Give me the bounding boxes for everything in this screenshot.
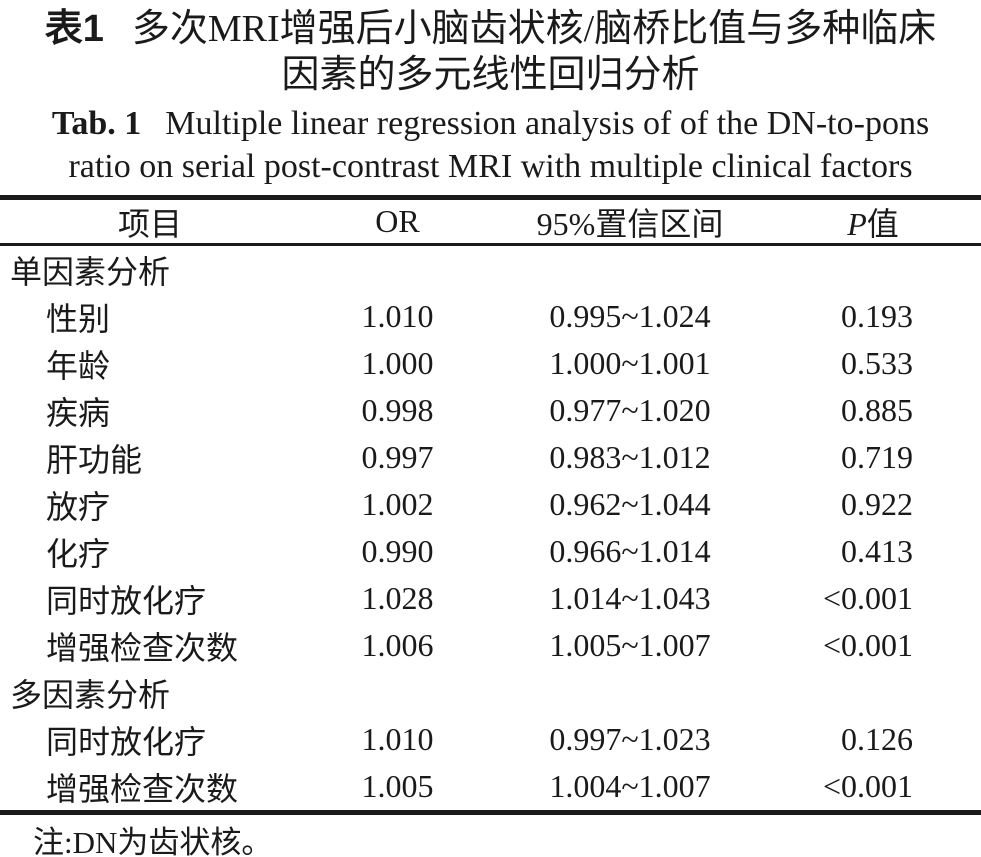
- table-header-row: 项目 OR 95%置信区间 P值: [0, 200, 981, 243]
- cell-or: 1.028: [361, 580, 434, 616]
- cell-ci: 0.962~1.044: [549, 486, 711, 522]
- cell-ci: 1.004~1.007: [549, 768, 711, 804]
- title-en-line2: ratio on serial post-contrast MRI with m…: [68, 148, 913, 185]
- table-row: 年龄 1.000 1.000~1.001 0.533: [0, 340, 981, 387]
- table-row: 性别 1.010 0.995~1.024 0.193: [0, 293, 981, 340]
- row-label: 增强检查次数: [46, 629, 239, 666]
- row-label: 多因素分析: [10, 676, 171, 713]
- row-label: 放疗: [46, 488, 111, 525]
- cell-ci: 1.005~1.007: [549, 627, 711, 663]
- table-row: 增强检查次数 1.005 1.004~1.007 <0.001: [0, 763, 981, 810]
- table-row: 放疗 1.002 0.962~1.044 0.922: [0, 481, 981, 528]
- table-row: 增强检查次数 1.006 1.005~1.007 <0.001: [0, 622, 981, 669]
- table-row-section-univariate: 单因素分析: [0, 246, 981, 293]
- cell-ci: 0.997~1.023: [549, 721, 711, 757]
- cell-p: <0.001: [822, 768, 913, 804]
- cell-p: 0.413: [841, 533, 913, 569]
- cell-ci: 0.966~1.014: [549, 533, 711, 569]
- cell-or: 1.010: [361, 298, 434, 334]
- table-footnote: 注:DN为齿状核。: [33, 825, 273, 857]
- table-row: 肝功能 0.997 0.983~1.012 0.719: [0, 434, 981, 481]
- row-label: 单因素分析: [10, 253, 171, 290]
- column-header-p: P值: [765, 199, 981, 245]
- row-label: 同时放化疗: [46, 723, 207, 760]
- column-header-item: 项目: [117, 205, 182, 242]
- table-row: 疾病 0.998 0.977~1.020 0.885: [0, 387, 981, 434]
- cell-p: 0.885: [841, 392, 913, 428]
- cell-p: <0.001: [822, 627, 913, 663]
- cell-ci: 1.014~1.043: [549, 580, 711, 616]
- row-label: 疾病: [46, 394, 111, 431]
- cell-p: <0.001: [822, 580, 913, 616]
- p-suffix: 值: [866, 205, 899, 242]
- table-bottom-rule: [0, 810, 981, 815]
- row-label: 增强检查次数: [46, 770, 239, 807]
- cell-ci: 1.000~1.001: [549, 345, 711, 381]
- table-top-rule: [0, 195, 981, 200]
- cell-or: 0.997: [361, 439, 434, 475]
- table-row-section-multivariate: 多因素分析: [0, 669, 981, 716]
- table-header-rule: [0, 243, 981, 246]
- column-header-ci: 95%置信区间: [536, 205, 724, 242]
- table-title-chinese: 表1 多次MRI增强后小脑齿状核/脑桥比值与多种临床 因素的多元线性回归分析: [0, 0, 981, 98]
- cell-p: 0.533: [841, 345, 913, 381]
- cell-or: 1.005: [361, 768, 434, 804]
- cell-or: 1.000: [361, 345, 434, 381]
- table-body: 单因素分析 性别 1.010 0.995~1.024 0.193 年龄 1.00…: [0, 246, 981, 810]
- row-label: 性别: [46, 300, 111, 337]
- cell-or: 0.990: [361, 533, 434, 569]
- cell-p: 0.719: [841, 439, 913, 475]
- column-header-or: OR: [375, 203, 420, 239]
- cell-p: 0.922: [841, 486, 913, 522]
- title-en-text: Multiple linear regression analysis of o…: [165, 105, 930, 142]
- table-number-en: Tab. 1: [51, 105, 142, 142]
- p-symbol: P: [847, 205, 867, 242]
- table-number-zh: 表1: [44, 8, 104, 50]
- title-zh-line1: 表1 多次MRI增强后小脑齿状核/脑桥比值与多种临床: [0, 6, 981, 52]
- table-row: 同时放化疗 1.028 1.014~1.043 <0.001: [0, 575, 981, 622]
- row-label: 同时放化疗: [46, 582, 207, 619]
- cell-ci: 0.977~1.020: [549, 392, 711, 428]
- cell-or: 1.002: [361, 486, 434, 522]
- table-row: 化疗 0.990 0.966~1.014 0.413: [0, 528, 981, 575]
- title-en-line1: Tab. 1 Multiple linear regression analysi…: [0, 102, 981, 145]
- cell-or: 1.010: [361, 721, 434, 757]
- table-title-english: Tab. 1 Multiple linear regression analysi…: [0, 102, 981, 188]
- cell-or: 1.006: [361, 627, 434, 663]
- table-row: 同时放化疗 1.010 0.997~1.023 0.126: [0, 716, 981, 763]
- cell-p: 0.193: [841, 298, 913, 334]
- cell-p: 0.126: [841, 721, 913, 757]
- row-label: 肝功能: [46, 441, 143, 478]
- cell-ci: 0.983~1.012: [549, 439, 711, 475]
- row-label: 化疗: [46, 535, 111, 572]
- cell-or: 0.998: [361, 392, 434, 428]
- title-zh-text: 多次MRI增强后小脑齿状核/脑桥比值与多种临床: [131, 8, 937, 50]
- row-label: 年龄: [46, 347, 111, 384]
- title-zh-line2: 因素的多元线性回归分析: [281, 54, 700, 96]
- cell-ci: 0.995~1.024: [549, 298, 711, 334]
